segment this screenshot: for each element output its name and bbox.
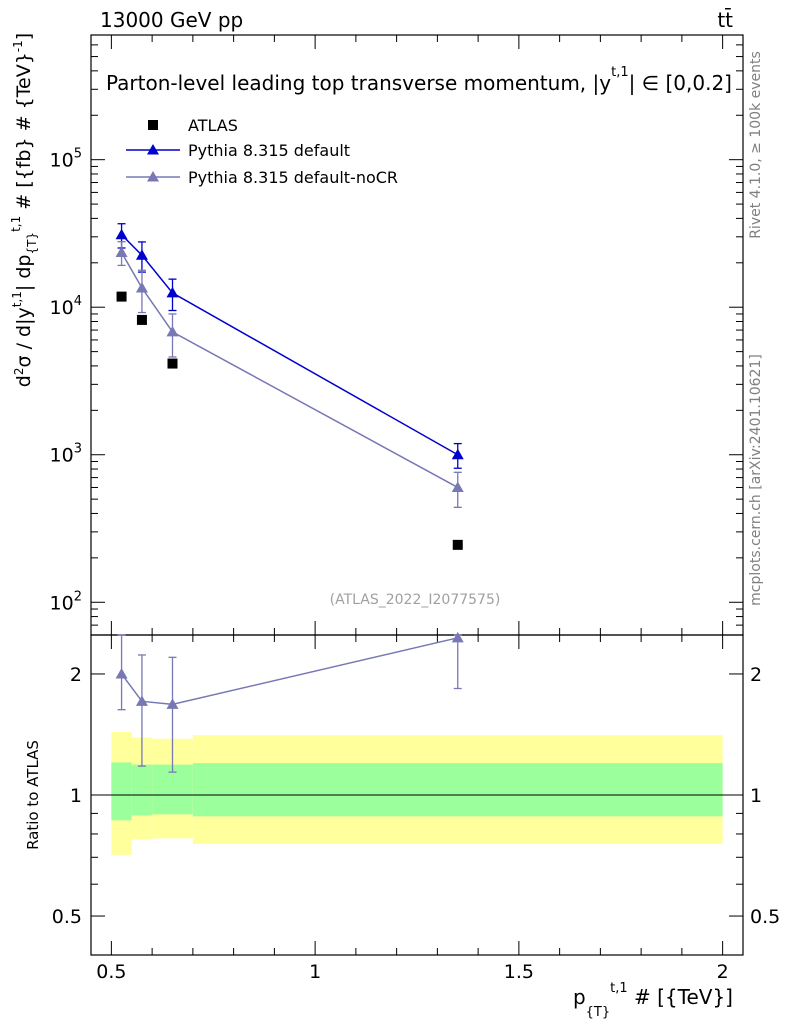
header-left: 13000 GeV pp <box>100 8 243 32</box>
data-point <box>167 358 178 369</box>
series-atlas <box>116 291 463 550</box>
ratio-data-point <box>135 695 148 706</box>
data-point <box>166 286 179 298</box>
green-band-bin <box>152 764 193 815</box>
ratio-y-tick-label-right: 0.5 <box>750 906 780 928</box>
ratio-y-tick-label: 1 <box>70 785 82 807</box>
ratio-y-tick-label-right: 2 <box>750 664 762 686</box>
ratio-data-point <box>115 667 128 679</box>
ratio-y-tick-label-right: 1 <box>750 785 762 807</box>
legend: ATLAS Pythia 8.315 default Pythia 8.315 de… <box>126 116 398 187</box>
series-line <box>120 252 459 489</box>
data-point <box>115 228 128 240</box>
green-band-bin <box>111 762 132 821</box>
main-y-tick-label: 103 <box>50 442 82 467</box>
analysis-watermark: (ATLAS_2022_I2077575) <box>330 592 501 608</box>
data-point <box>135 249 148 260</box>
ratio-uncertainty-bands <box>91 731 743 855</box>
data-point <box>451 448 464 460</box>
mcplots-label: mcplots.cern.ch [arXiv:2401.10621] <box>748 354 764 606</box>
green-band-bin <box>131 764 153 816</box>
legend-entry: ATLAS <box>188 116 238 135</box>
data-point <box>452 539 463 550</box>
legend-marker-square <box>148 120 158 130</box>
data-point <box>451 481 464 492</box>
legend-marker-triangle <box>147 144 159 155</box>
x-tick-label: 2 <box>717 961 729 983</box>
data-point <box>115 246 128 257</box>
main-y-tick-label: 102 <box>50 589 82 614</box>
ratio-data-point <box>451 631 464 643</box>
x-tick-label: 0.5 <box>96 961 126 983</box>
ratio-y-tick-label: 2 <box>70 664 82 686</box>
ratio-xlabel: p{T}t,1 # [{TeV}] <box>573 981 733 1020</box>
data-series <box>115 223 464 773</box>
chart-title: Parton-level leading top transverse mome… <box>106 65 732 95</box>
x-tick-label: 1.5 <box>504 961 534 983</box>
ratio-ylabel: Ratio to ATLAS <box>24 740 42 850</box>
ratio-y-tick-label: 0.5 <box>52 906 82 928</box>
rivet-label: Rivet 4.1.0, ≥ 100k events <box>748 51 764 239</box>
legend-entry: Pythia 8.315 default-noCR <box>188 168 398 187</box>
ratio-series-line <box>120 637 458 706</box>
main-y-tick-label: 104 <box>50 294 82 319</box>
main-ylabel: d2σ / d|yt,1| dp{T}t,1 # [{fb} # {TeV}-1… <box>9 33 39 387</box>
green-band-bin <box>192 763 723 817</box>
ratio-data-point <box>166 698 179 709</box>
data-point <box>136 314 147 325</box>
ratio-series-pythia-8-315-default-nocr <box>115 631 464 773</box>
series-line <box>121 234 459 456</box>
data-point <box>116 291 127 302</box>
legend-entry: Pythia 8.315 default <box>188 141 350 160</box>
series-pythia-8-315-default-nocr <box>115 241 464 508</box>
main-y-tick-label: 105 <box>50 147 82 172</box>
axis-ticks: 0.5 1 1.5 2 102 103 104 105 0.5 0.5 1 1 2 2 <box>50 34 780 983</box>
series-pythia-8-315-default <box>115 223 464 469</box>
data-point <box>166 325 179 337</box>
data-point <box>135 281 148 293</box>
header-right: tt̄ <box>717 7 733 32</box>
x-tick-label: 1 <box>309 961 321 983</box>
legend-marker-triangle <box>147 171 159 182</box>
